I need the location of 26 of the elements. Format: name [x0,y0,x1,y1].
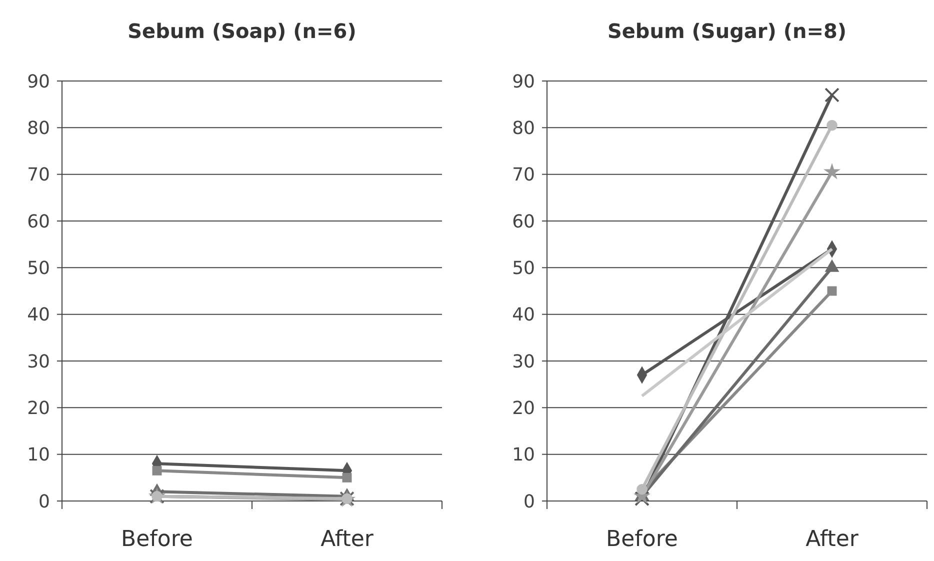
x-tick-label: Before [121,527,193,552]
x-tick-label: After [320,527,374,552]
y-tick-label: 60 [512,211,535,232]
y-tick-label: 0 [524,491,535,512]
y-tick-label: 90 [512,71,535,92]
x-tick-label: After [806,527,860,552]
chart-title: Sebum (Sugar) (n=8) [607,19,847,43]
y-tick-label: 60 [27,211,50,232]
y-tick-label: 20 [512,398,535,419]
y-tick-label: 80 [27,118,50,139]
y-tick-label: 70 [512,164,535,186]
chart-title: Sebum (Soap) (n=6) [128,19,356,43]
y-tick-label: 70 [27,164,50,186]
y-tick-label: 40 [512,304,535,326]
y-tick-label: 30 [512,351,535,372]
y-tick-label: 50 [512,258,535,279]
y-tick-label: 30 [27,351,50,372]
y-tick-label: 0 [38,491,50,512]
y-tick-label: 20 [27,398,50,419]
y-tick-label: 90 [27,71,50,92]
x-tick-label: Before [606,527,678,552]
y-tick-label: 50 [27,258,50,279]
y-tick-label: 10 [27,444,50,466]
y-tick-label: 10 [512,444,535,466]
y-tick-label: 40 [27,304,50,326]
y-tick-label: 80 [512,118,535,139]
